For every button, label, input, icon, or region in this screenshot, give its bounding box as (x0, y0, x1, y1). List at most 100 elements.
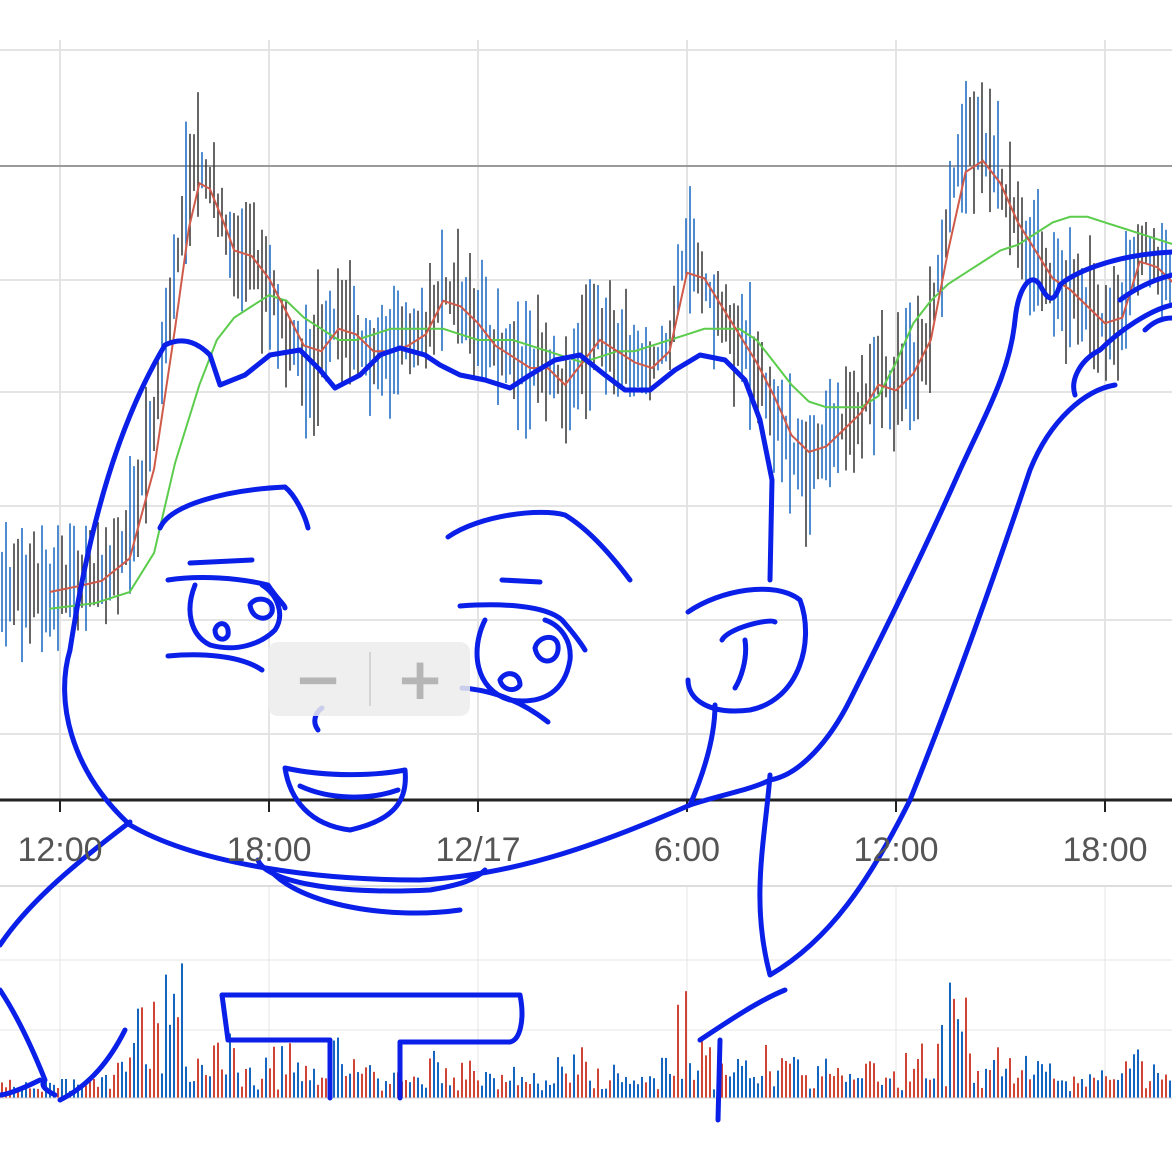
x-tick-label: 12:00 (17, 831, 102, 869)
volume-bar (1093, 1077, 1095, 1098)
volume-bar (169, 1024, 171, 1098)
volume-bar (577, 1074, 579, 1098)
volume-bar (253, 1085, 255, 1098)
volume-bar (773, 1086, 775, 1098)
x-tick-label: 6:00 (654, 831, 720, 869)
volume-bar (869, 1061, 871, 1098)
volume-bar (117, 1062, 119, 1098)
volume-bar (625, 1077, 627, 1098)
volume-bar (585, 1061, 587, 1098)
volume-bar (721, 1063, 723, 1098)
volume-bar (733, 1072, 735, 1098)
volume-bar (1017, 1077, 1019, 1098)
doodle-hair (67, 338, 775, 653)
volume-bar (309, 1080, 311, 1098)
volume-bar (701, 1041, 703, 1098)
volume-bar (29, 1088, 31, 1098)
volume-bar (373, 1071, 375, 1098)
volume-bar (181, 963, 183, 1098)
volume-bar (409, 1082, 411, 1098)
zoom-controls: − + (268, 642, 470, 716)
volume-bar (605, 1088, 607, 1098)
volume-bar (741, 1065, 743, 1098)
doodle-right-lash (457, 577, 588, 653)
volume-bar (257, 1089, 259, 1098)
volume-bar (945, 1086, 947, 1098)
volume-bar (57, 1087, 59, 1098)
volume-bar (617, 1073, 619, 1098)
volume-bar (769, 1071, 771, 1098)
volume-bar (817, 1066, 819, 1098)
volume-bar (853, 1079, 855, 1098)
volume-bar (129, 1057, 131, 1098)
volume-bar (193, 1081, 195, 1098)
volume-bar (997, 1047, 999, 1098)
volume-bar (749, 1078, 751, 1098)
ma-long-line (49, 215, 1172, 610)
volume-bar (545, 1080, 547, 1098)
volume-bar (361, 1073, 363, 1098)
volume-bar (573, 1054, 575, 1098)
volume-bar (1145, 1088, 1147, 1098)
volume-bar (709, 1047, 711, 1098)
volume-bar (797, 1059, 799, 1098)
volume-bar (497, 1089, 499, 1098)
x-tick-label: 18:00 (226, 831, 311, 869)
volume-bar (297, 1062, 299, 1098)
volume-bar (1049, 1063, 1051, 1098)
volume-bar (249, 1067, 251, 1098)
volume-bar (1001, 1076, 1003, 1098)
volume-bar (693, 1079, 695, 1098)
volume-bar (485, 1071, 487, 1098)
doodle-mouth (282, 765, 408, 833)
volume-bar (753, 1076, 755, 1098)
volume-bar (97, 1086, 99, 1098)
volume-bar (1009, 1058, 1011, 1098)
volume-bar (745, 1060, 747, 1098)
volume-bar (285, 1074, 287, 1098)
volume-bar (645, 1082, 647, 1098)
volume-bar (145, 1064, 147, 1098)
volume-bar (489, 1073, 491, 1098)
volume-bar (989, 1070, 991, 1098)
volume-bar (61, 1079, 63, 1098)
volume-bar (933, 1078, 935, 1098)
volume-bar (293, 1072, 295, 1098)
volume-bar (213, 1045, 215, 1098)
volume-bar (909, 1081, 911, 1098)
volume-bar (101, 1077, 103, 1098)
doodle-overlay (0, 249, 1172, 1123)
volume-bar (949, 982, 951, 1098)
volume-bar (149, 1068, 151, 1098)
volume-bar (325, 1078, 327, 1098)
volume-bar (893, 1071, 895, 1098)
volume-bar (33, 1088, 35, 1098)
volume-bar (53, 1084, 55, 1098)
volume-bar (569, 1082, 571, 1098)
volume-bar (289, 1043, 291, 1098)
volume-bar (1081, 1079, 1083, 1098)
volume-bar (541, 1090, 543, 1098)
volume-bar (441, 1083, 443, 1098)
volume-bar (1133, 1054, 1135, 1098)
volume-bar (333, 1040, 335, 1098)
volume-bar (621, 1082, 623, 1098)
volume-bar (861, 1078, 863, 1098)
candles (1, 81, 1171, 663)
zoom-in-button[interactable]: + (395, 645, 445, 713)
volume-bar (17, 1089, 19, 1098)
volume-bar (801, 1075, 803, 1098)
zoom-out-button[interactable]: − (293, 645, 343, 713)
volume-bar (929, 1079, 931, 1098)
doodle-left-lower (165, 652, 265, 673)
volume-bar (1005, 1068, 1007, 1098)
volume-bar (837, 1068, 839, 1098)
volume-bar (885, 1077, 887, 1098)
volume-bar (233, 1048, 235, 1098)
volume-bar (845, 1081, 847, 1098)
doodle-shoulder-left (0, 819, 133, 1098)
volume-bar (637, 1084, 639, 1098)
volume-bar (85, 1085, 87, 1098)
doodle-body-line (697, 987, 788, 1123)
volume-bar (381, 1090, 383, 1098)
